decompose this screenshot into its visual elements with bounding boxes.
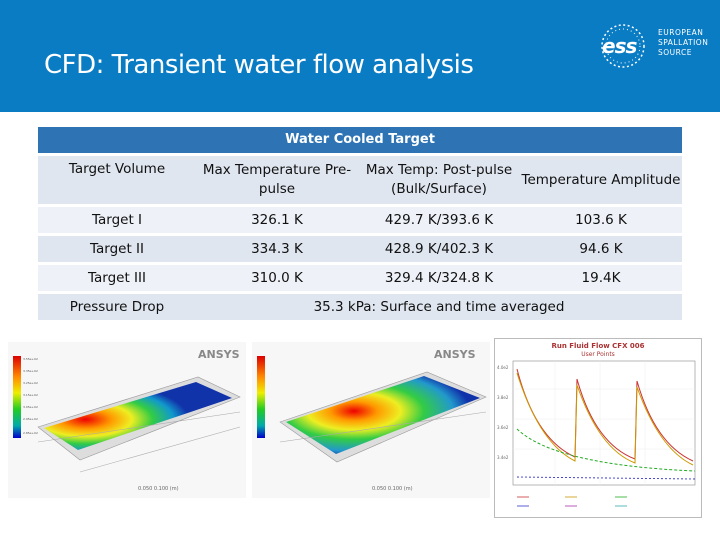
table-row: Target I 326.1 K 429.7 K/393.6 K 103.6 K	[38, 207, 682, 233]
slide-title: CFD: Transient water flow analysis	[44, 50, 474, 80]
svg-text:3.8e2: 3.8e2	[497, 395, 509, 400]
table-cell: 103.6 K	[575, 211, 627, 228]
table-caption: Water Cooled Target	[38, 127, 682, 153]
ess-logo-wordmark: ess	[602, 34, 637, 58]
table-cell: 310.0 K	[251, 269, 303, 286]
svg-text:2.95e+02: 2.95e+02	[23, 417, 38, 421]
cfd-simulation-image-2: ANSYS 0.050 0.100 (m)	[252, 342, 490, 498]
table-cell: Target I	[91, 211, 143, 228]
ess-logo-org: EUROPEAN SPALLATION SOURCE	[658, 28, 708, 58]
table-cell: 19.4K	[581, 269, 621, 286]
slide-header: CFD: Transient water flow analysis ess E…	[0, 0, 720, 112]
cfd-simulation-image-1: 3.55e+02 3.35e+02 3.25e+02 3.15e+02 3.05e+0…	[8, 342, 246, 498]
table-row: Target III 310.0 K 329.4 K/324.8 K 19.4K	[38, 265, 682, 291]
table-header-cell: Max Temperature Pre-pulse	[202, 162, 352, 197]
transient-temperature-plot: Run Fluid Flow CFX 006 User Points 4.0e2…	[494, 338, 702, 518]
logo-line: SPALLATION	[658, 38, 709, 47]
table-row-pressure: Pressure Drop 35.3 kPa: Surface and time…	[38, 294, 682, 320]
table-header-cell: Target Volume	[68, 161, 166, 177]
logo-line: EUROPEAN	[658, 28, 704, 37]
table-cell: 94.6 K	[579, 240, 623, 257]
svg-text:4.0e2: 4.0e2	[497, 365, 509, 370]
svg-text:0.050 0.100 (m): 0.050 0.100 (m)	[372, 486, 413, 492]
svg-text:3.6e2: 3.6e2	[497, 425, 509, 430]
svg-text:3.35e+02: 3.35e+02	[23, 369, 38, 373]
plot-title: Run Fluid Flow CFX 006	[551, 342, 644, 350]
table-cell: 326.1 K	[251, 211, 303, 228]
table-cell: Target II	[89, 240, 145, 257]
table-cell: Pressure Drop	[38, 294, 196, 320]
table-cell: 334.3 K	[251, 240, 303, 257]
table-cell-span: 35.3 kPa: Surface and time averaged	[313, 298, 565, 315]
svg-text:2.85e+02: 2.85e+02	[23, 431, 38, 435]
plot-subtitle: User Points	[581, 351, 615, 358]
table-cell: 428.9 K/402.3 K	[384, 240, 494, 257]
svg-text:3.15e+02: 3.15e+02	[23, 393, 38, 397]
ess-logo-ring-icon	[601, 24, 645, 68]
ansys-logo-1: ANSYS	[198, 348, 240, 361]
table-cell: 429.7 K/393.6 K	[384, 211, 494, 228]
svg-text:0.050 0.100 (m): 0.050 0.100 (m)	[138, 486, 179, 492]
table-cell: Target III	[87, 269, 146, 286]
table-cell: 329.4 K/324.8 K	[384, 269, 494, 286]
ess-logo: ess EUROPEAN SPALLATION SOURCE	[594, 22, 714, 82]
table-header-row: Target Volume Max Temperature Pre-pulse …	[38, 156, 682, 204]
table-header-cell: Max Temp: Post-pulse (Bulk/Surface)	[365, 162, 513, 197]
ansys-logo-2: ANSYS	[434, 348, 476, 361]
svg-text:3.55e+02: 3.55e+02	[23, 357, 38, 361]
table-row: Target II 334.3 K 428.9 K/402.3 K 94.6 K	[38, 236, 682, 262]
svg-text:3.4e2: 3.4e2	[497, 455, 509, 460]
svg-text:3.05e+02: 3.05e+02	[23, 405, 38, 409]
svg-text:3.25e+02: 3.25e+02	[23, 381, 38, 385]
logo-line: SOURCE	[658, 48, 692, 57]
table-header-cell: Temperature Amplitude	[521, 171, 681, 188]
